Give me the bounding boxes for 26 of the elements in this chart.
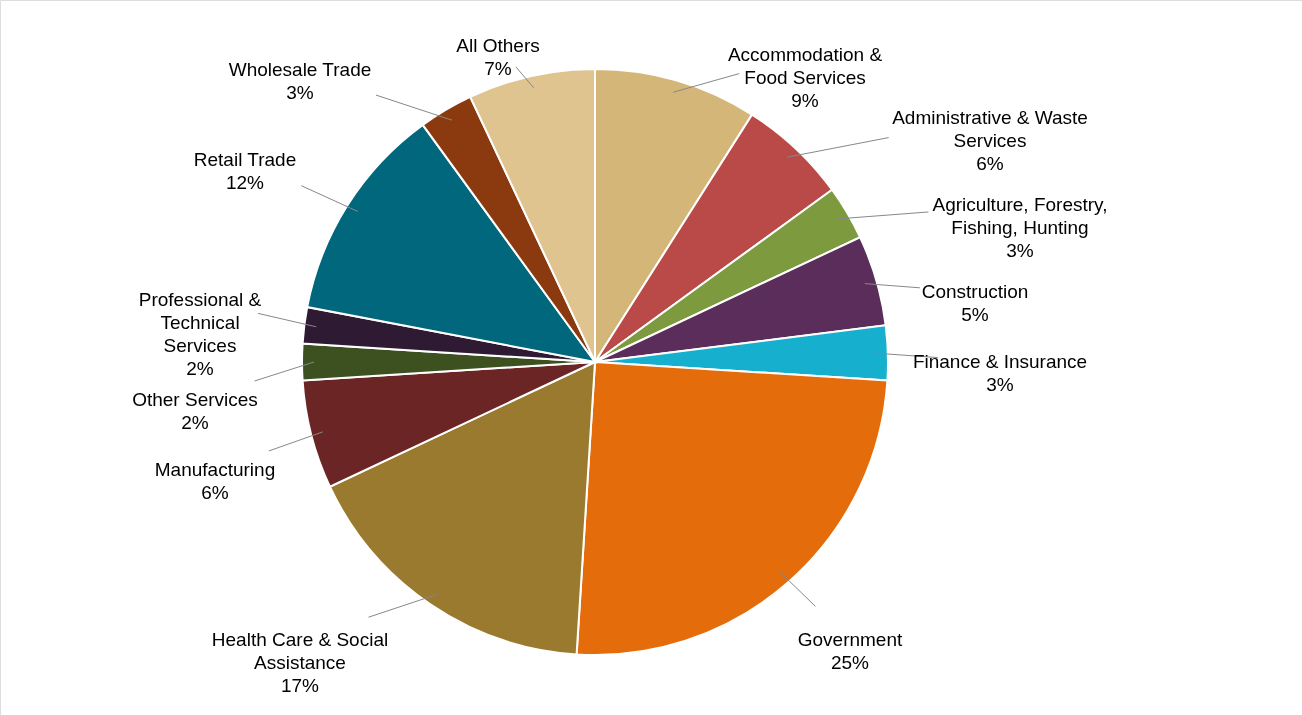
- data-label: 3%: [286, 82, 314, 103]
- slice-label: Other Services: [132, 389, 258, 410]
- data-label: 2%: [181, 412, 209, 433]
- slice-label: Retail Trade: [193, 149, 297, 170]
- slice-label: All Others: [456, 35, 540, 56]
- data-label: 7%: [484, 58, 512, 79]
- slice-label: Health Care & Social Assistance: [211, 629, 389, 673]
- data-label: 6%: [201, 482, 229, 503]
- slice-label: Agriculture, Forestry, Fishing, Hunting: [932, 194, 1108, 238]
- data-label: 17%: [280, 675, 320, 696]
- data-label: 9%: [791, 90, 819, 111]
- data-label: 3%: [986, 374, 1014, 395]
- slice-label: Finance & Insurance: [912, 351, 1088, 372]
- slice-label: Government: [797, 629, 903, 650]
- slice-label: Construction: [921, 281, 1029, 302]
- data-label: 12%: [225, 172, 265, 193]
- data-label: 2%: [186, 358, 214, 379]
- slice-label: Administrative & Waste Services: [892, 107, 1088, 151]
- slice-label: Professional & Technical Services: [138, 289, 262, 356]
- data-label: 25%: [830, 652, 870, 673]
- data-label: 6%: [976, 153, 1004, 174]
- data-label: 5%: [961, 304, 989, 325]
- slice-label: Manufacturing: [154, 459, 276, 480]
- slice-label: Wholesale Trade: [228, 59, 372, 80]
- data-label: 3%: [1006, 240, 1034, 261]
- slice-label: Accommodation & Food Services: [727, 44, 883, 88]
